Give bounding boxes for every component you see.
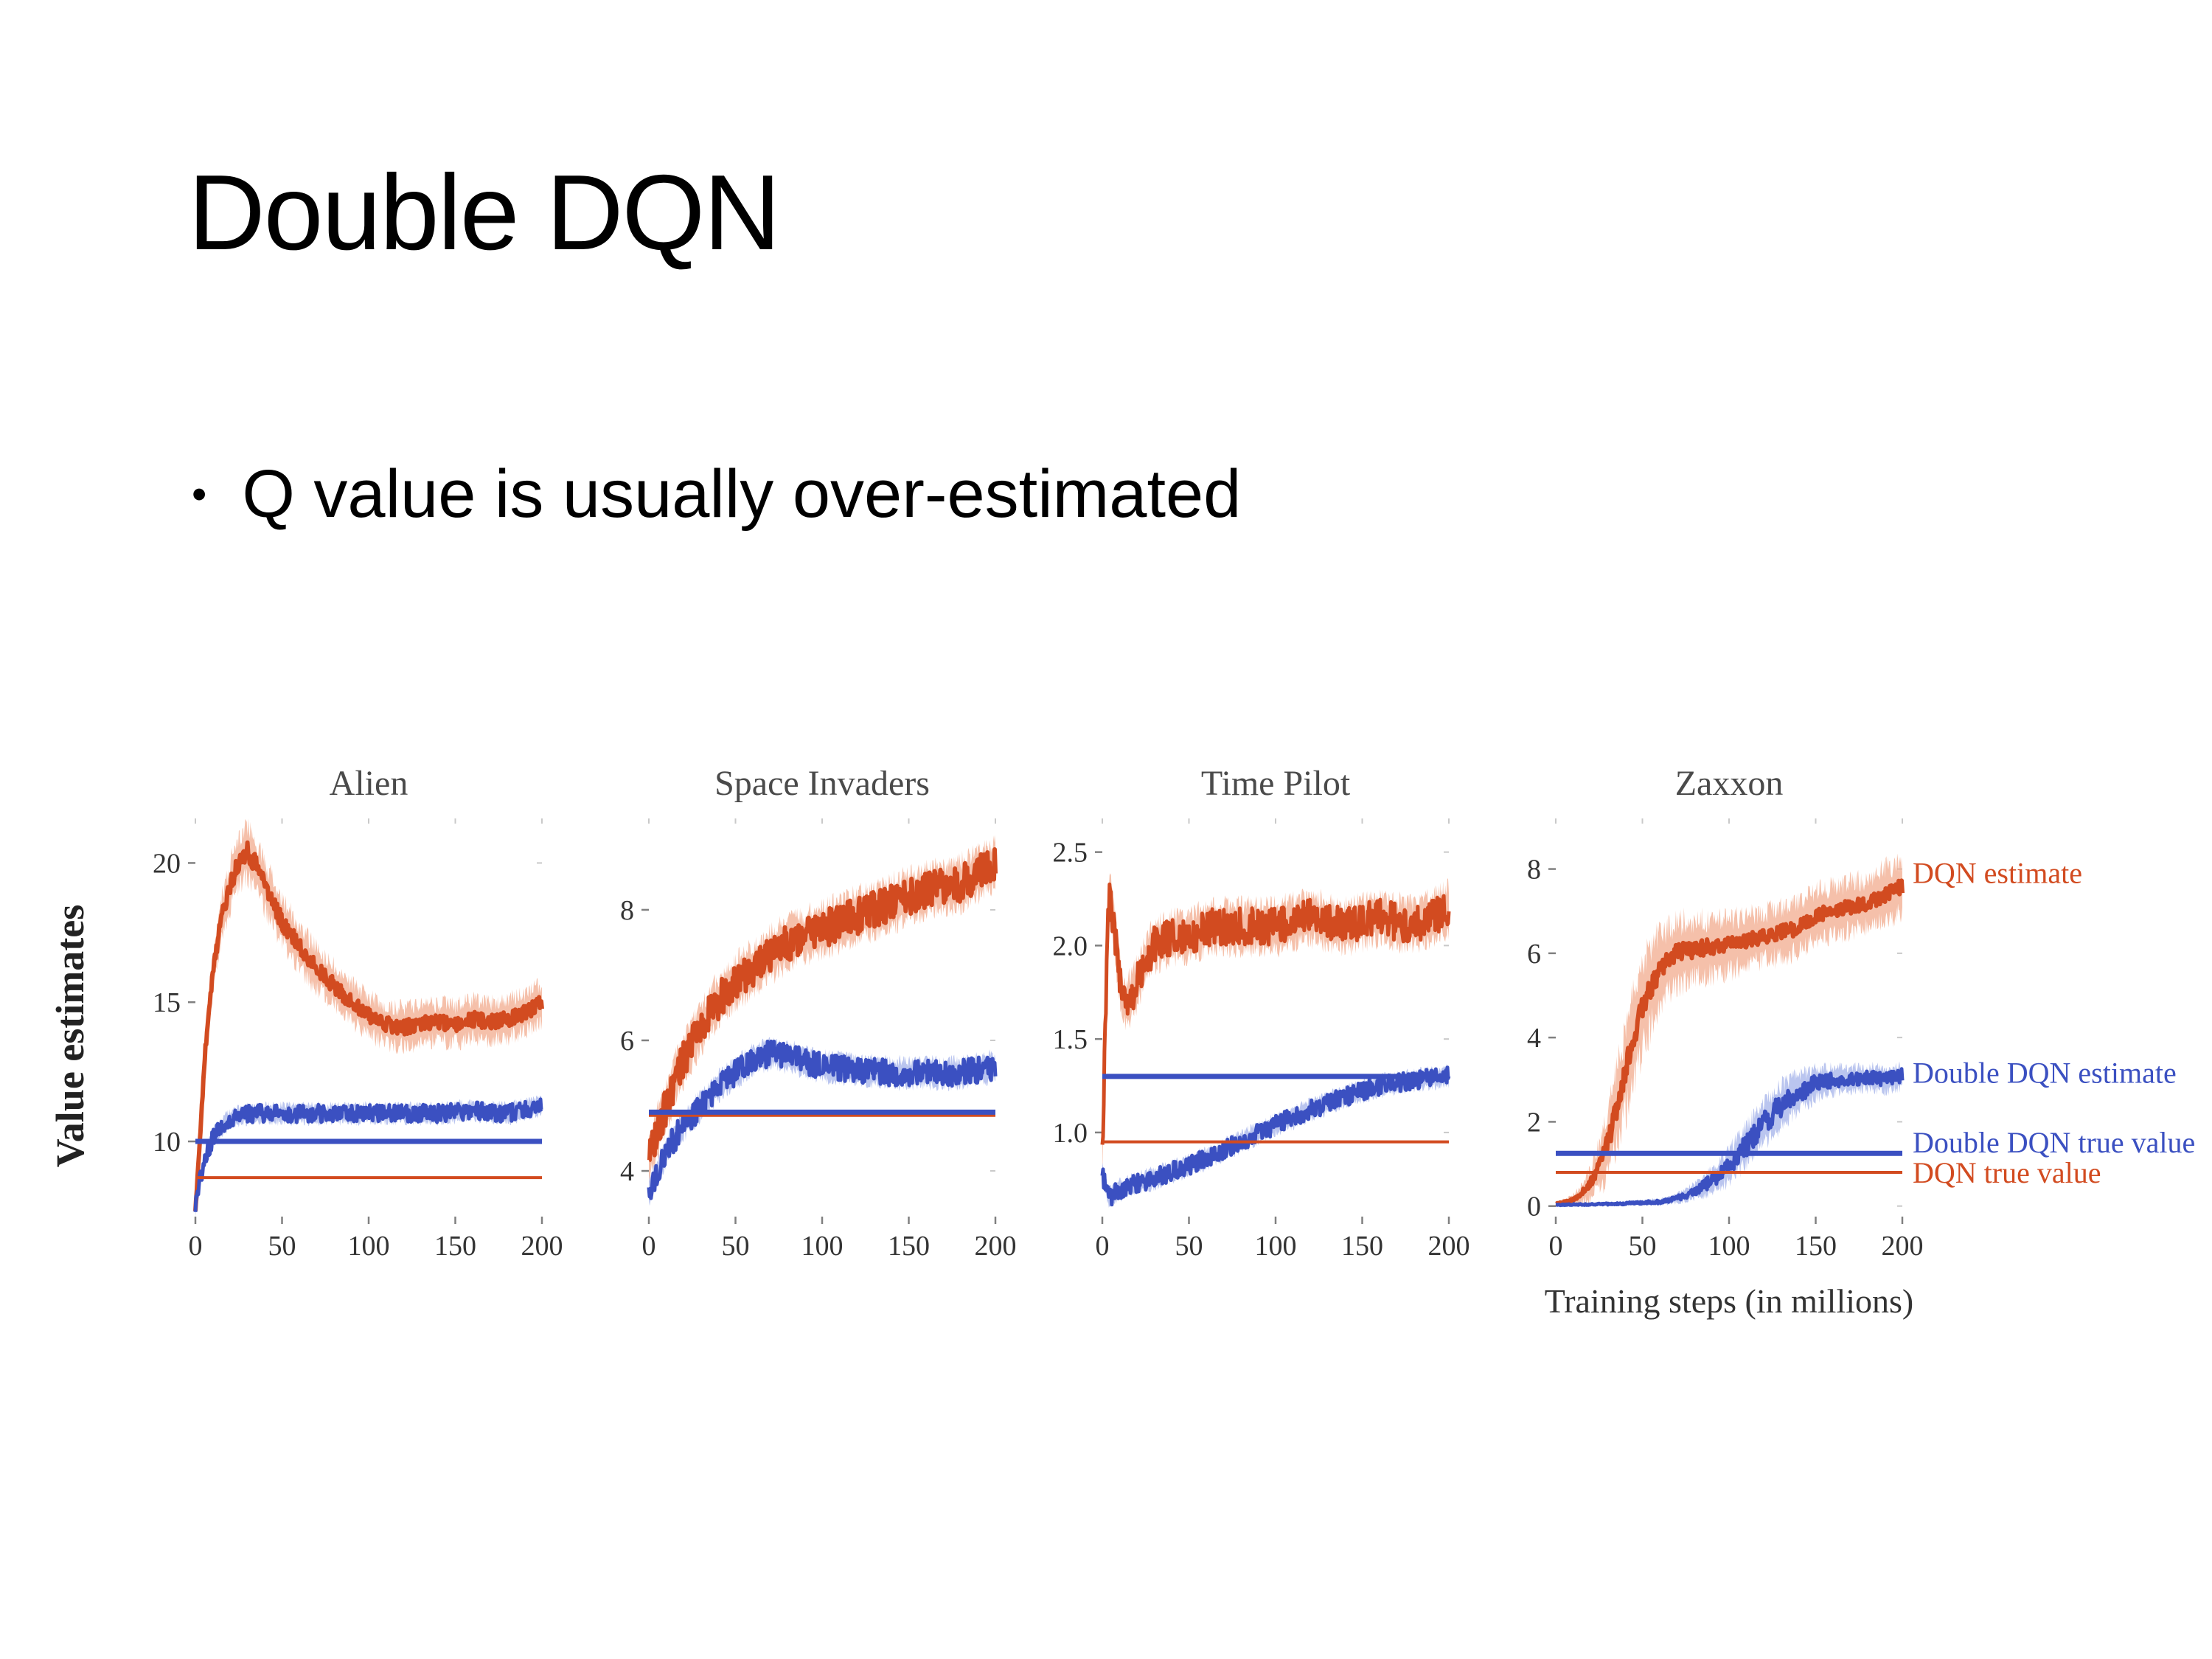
x-tick-label: 100 xyxy=(801,1231,844,1262)
y-tick-label: 2.0 xyxy=(1053,931,1088,961)
x-tick-label: 200 xyxy=(521,1231,563,1262)
charts-row: Alien 0 50 100 150 200 10 15 20 Space Invaders 0 50… xyxy=(0,759,2212,1394)
y-tick-label: 6 xyxy=(1527,939,1541,970)
y-tick-label: 1.5 xyxy=(1053,1024,1088,1055)
x-tick-label: 200 xyxy=(1428,1231,1470,1262)
slide-title: Double DQN xyxy=(188,153,781,272)
chart-title: Zaxxon xyxy=(1675,764,1784,803)
series-band-double-dqn-estimate xyxy=(1556,1061,1902,1206)
y-tick-label: 10 xyxy=(153,1127,181,1158)
series-line-double-dqn-estimate xyxy=(647,1039,998,1200)
chart-canvas: Alien 0 50 100 150 200 10 15 20 xyxy=(153,764,563,1262)
bullet-item: • Q value is usually over-estimated xyxy=(192,456,1241,533)
bullet-text: Q value is usually over-estimated xyxy=(242,456,1242,532)
y-tick-label: 15 xyxy=(153,987,181,1018)
series-band-dqn-estimate xyxy=(1556,853,1902,1206)
value-estimates-figure: Value estimates Alien 0 50 100 150 200 10 15 20 S… xyxy=(0,759,2212,1394)
y-tick-label: 4 xyxy=(620,1156,634,1187)
series-line-double-dqn-estimate xyxy=(1100,1065,1451,1207)
y-tick-label: 4 xyxy=(1527,1023,1541,1054)
chart-title: Time Pilot xyxy=(1201,764,1351,803)
bullet-marker: • xyxy=(192,470,207,518)
chart-time-pilot: Time Pilot 0 50 100 150 200 1.0 1.5 2.0 2.5 xyxy=(1003,759,1470,1279)
series-line-double-dqn-estimate xyxy=(193,1097,543,1212)
chart-alien: Alien 0 50 100 150 200 10 15 20 xyxy=(96,759,563,1279)
legend-label-double-dqn-estimate: Double DQN estimate xyxy=(1913,1057,2177,1090)
chart-title: Alien xyxy=(330,764,408,803)
x-tick-label: 0 xyxy=(642,1231,656,1262)
chart-zaxxon: Zaxxon 0 50 100 150 200 0 2 4 6 8 DQN estimate Doubl… xyxy=(1456,759,2195,1279)
y-tick-label: 2 xyxy=(1527,1107,1541,1138)
x-tick-label: 50 xyxy=(1175,1231,1203,1262)
legend-label-double-dqn-true-value: Double DQN true value xyxy=(1913,1126,2195,1159)
legend-label-dqn-estimate: DQN estimate xyxy=(1913,856,2082,889)
y-tick-label: 2.5 xyxy=(1053,838,1088,869)
x-tick-label: 50 xyxy=(722,1231,750,1262)
x-tick-label: 0 xyxy=(1096,1231,1110,1262)
series-line-dqn-estimate xyxy=(1100,882,1451,1145)
x-tick-label: 0 xyxy=(189,1231,203,1262)
x-tick-label: 150 xyxy=(1341,1231,1383,1262)
x-tick-label: 100 xyxy=(348,1231,390,1262)
y-tick-label: 6 xyxy=(620,1026,634,1057)
x-tick-label: 100 xyxy=(1255,1231,1297,1262)
x-tick-label: 150 xyxy=(1795,1231,1837,1262)
y-tick-label: 1.0 xyxy=(1053,1118,1088,1149)
x-tick-label: 100 xyxy=(1708,1231,1750,1262)
y-tick-label: 20 xyxy=(153,848,181,879)
x-tick-label: 200 xyxy=(975,1231,1017,1262)
y-tick-label: 8 xyxy=(620,895,634,926)
chart-title: Space Invaders xyxy=(714,764,930,803)
x-tick-label: 200 xyxy=(1882,1231,1924,1262)
x-tick-label: 0 xyxy=(1549,1231,1563,1262)
x-tick-label: 50 xyxy=(268,1231,296,1262)
chart-canvas: Zaxxon 0 50 100 150 200 0 2 4 6 8 DQN estimate Doubl… xyxy=(1527,764,2195,1262)
y-tick-label: 8 xyxy=(1527,855,1541,886)
series-line-dqn-estimate xyxy=(1554,878,1905,1206)
chart-space-invaders: Space Invaders 0 50 100 150 200 4 6 8 xyxy=(549,759,1017,1279)
x-axis-label: Training steps (in millions) xyxy=(1544,1282,1914,1320)
chart-canvas: Time Pilot 0 50 100 150 200 1.0 1.5 2.0 2.5 xyxy=(1053,764,1470,1262)
series-line-dqn-estimate xyxy=(193,840,544,1211)
series-line-double-dqn-estimate xyxy=(1554,1067,1905,1208)
x-tick-label: 150 xyxy=(434,1231,476,1262)
series-band-dqn-estimate xyxy=(1102,873,1449,1178)
x-tick-label: 150 xyxy=(888,1231,930,1262)
y-tick-label: 0 xyxy=(1527,1192,1541,1222)
series-line-dqn-estimate xyxy=(647,847,998,1163)
legend-label-dqn-true-value: DQN true value xyxy=(1913,1156,2101,1189)
x-tick-label: 50 xyxy=(1629,1231,1657,1262)
chart-canvas: Space Invaders 0 50 100 150 200 4 6 8 xyxy=(620,764,1017,1262)
